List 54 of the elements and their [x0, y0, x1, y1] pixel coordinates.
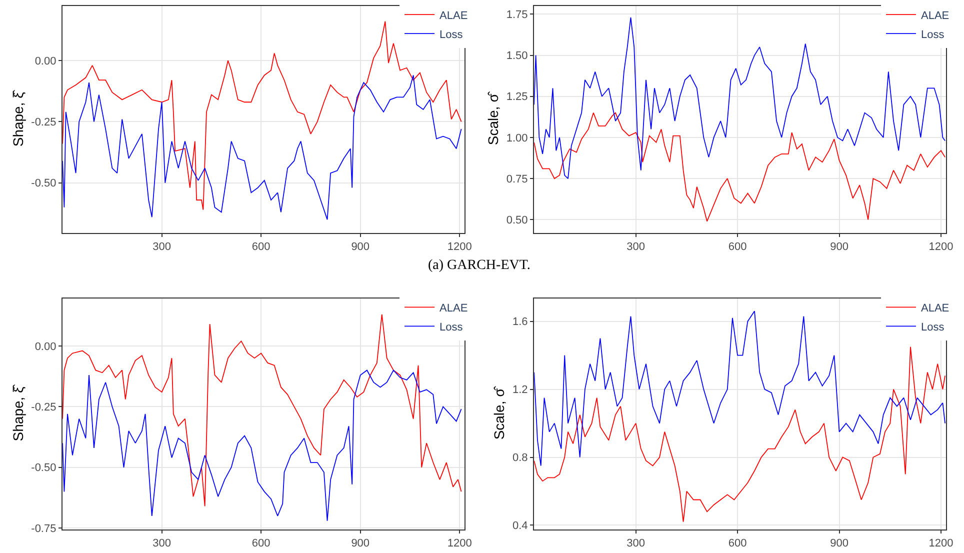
legend-label: Loss: [921, 28, 945, 41]
x-tick-label: 900: [351, 538, 370, 550]
line-series: [534, 17, 946, 179]
x-tick-label: 1200: [447, 538, 472, 550]
x-tick-label: 1200: [447, 241, 472, 254]
y-tick-label: 1.6: [512, 316, 528, 328]
y-tick-label: 1.50: [506, 50, 528, 62]
y-axis-title: Scale, σ̂: [484, 90, 501, 146]
y-tick-label: 0.00: [34, 55, 56, 68]
x-tick-label: 900: [830, 538, 848, 550]
x-tick-label: 1200: [928, 538, 954, 550]
legend-label: ALAE: [440, 10, 468, 22]
x-tick-label: 300: [152, 538, 171, 550]
x-tick-label: 600: [728, 241, 747, 254]
x-tick-label: 900: [830, 241, 848, 254]
x-tick-label: 1200: [928, 241, 954, 254]
legend-label: Loss: [921, 321, 945, 334]
line-series: [534, 346, 946, 522]
y-axis-title: Shape, ξ̂: [10, 384, 26, 442]
legend-label: Loss: [440, 28, 464, 41]
line-series: [534, 310, 946, 466]
x-tick-label: 600: [252, 538, 270, 550]
legend-label: Loss: [440, 321, 464, 334]
y-tick-label: 0.75: [506, 173, 528, 186]
y-tick-label: 0.50: [506, 214, 528, 226]
legend-label: ALAE: [921, 10, 950, 22]
y-tick-label: -0.50: [31, 178, 56, 190]
line-series: [534, 112, 946, 222]
line-series: [62, 370, 462, 522]
y-tick-label: -0.50: [31, 462, 56, 474]
text: (a) GARCH-EVT.: [428, 258, 530, 273]
y-tick-label: 0.00: [34, 340, 56, 353]
x-tick-label: 300: [626, 241, 646, 254]
y-tick-label: 1.25: [506, 91, 528, 104]
x-tick-label: 300: [626, 538, 646, 550]
y-axis-title: Shape, ξ̂: [10, 89, 26, 147]
legend-label: ALAE: [440, 302, 468, 314]
y-axis-title: Scale, σ̂: [491, 385, 508, 440]
x-tick-label: 600: [252, 241, 270, 254]
y-tick-label: 0.8: [512, 452, 528, 464]
y-tick-label: -0.25: [31, 116, 56, 129]
y-tick-label: 0.4: [512, 520, 528, 532]
y-tick-label: 1.75: [506, 9, 528, 22]
y-tick-label: 1.2: [512, 384, 528, 396]
x-tick-label: 900: [351, 241, 370, 254]
line-series: [62, 314, 462, 507]
y-tick-label: -0.75: [31, 522, 56, 535]
y-tick-label: -0.25: [31, 402, 56, 414]
legend-label: ALAE: [921, 302, 950, 314]
x-tick-label: 300: [152, 241, 171, 254]
line-series: [62, 20, 462, 210]
line-series: [62, 74, 462, 220]
y-tick-label: 1.00: [506, 132, 528, 144]
x-tick-label: 600: [728, 538, 747, 550]
